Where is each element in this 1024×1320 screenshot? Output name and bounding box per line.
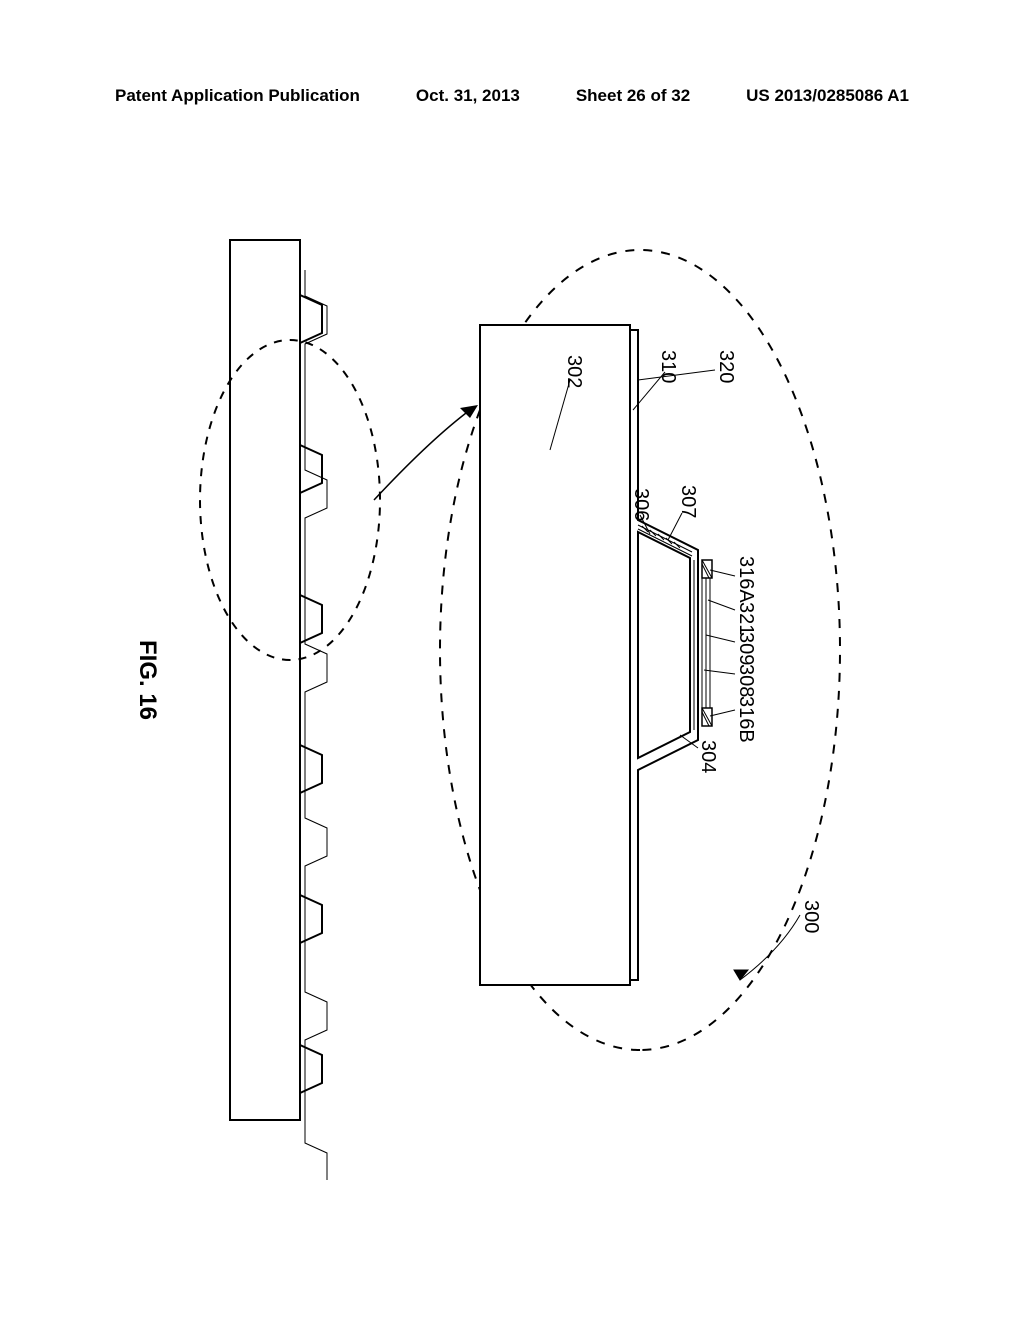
svg-text:308: 308 — [735, 664, 757, 697]
svg-text:316B: 316B — [735, 696, 757, 743]
patent-figure-svg: 300 320 310 302 307 306 316A 321 309 308… — [90, 180, 930, 1180]
svg-text:316A: 316A — [735, 556, 757, 603]
svg-text:310: 310 — [657, 350, 679, 383]
svg-text:306: 306 — [630, 488, 652, 521]
array-strip — [200, 240, 478, 1180]
svg-text:321: 321 — [735, 602, 757, 635]
svg-text:320: 320 — [715, 350, 737, 383]
svg-text:307: 307 — [677, 485, 699, 518]
svg-text:304: 304 — [697, 740, 719, 773]
figure-caption: FIG. 16 — [134, 640, 161, 720]
svg-text:309: 309 — [735, 632, 757, 665]
header-pubno: US 2013/0285086 A1 — [746, 86, 909, 106]
svg-text:302: 302 — [563, 355, 585, 388]
header-sheet: Sheet 26 of 32 — [576, 86, 690, 106]
header-left: Patent Application Publication — [115, 86, 360, 106]
svg-text:300: 300 — [800, 900, 822, 933]
detail-view: 300 320 310 302 307 306 316A 321 309 308… — [440, 250, 840, 1050]
header-date: Oct. 31, 2013 — [416, 86, 520, 106]
figure-16: 300 320 310 302 307 306 316A 321 309 308… — [90, 180, 930, 1180]
page-header: Patent Application Publication Oct. 31, … — [0, 86, 1024, 106]
